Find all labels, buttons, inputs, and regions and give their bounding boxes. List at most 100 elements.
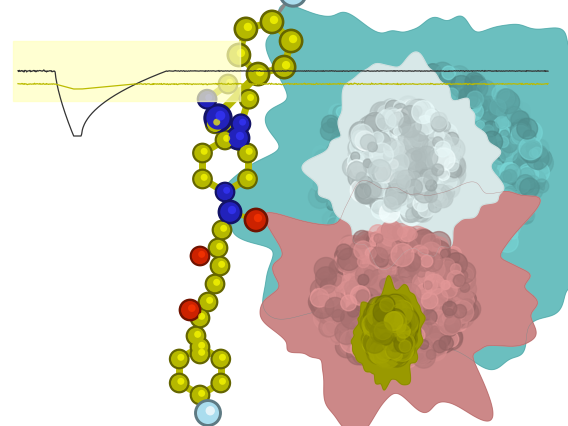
Circle shape xyxy=(371,180,389,198)
Circle shape xyxy=(329,260,345,276)
Circle shape xyxy=(314,121,337,144)
Circle shape xyxy=(395,333,412,350)
Circle shape xyxy=(408,328,421,342)
Circle shape xyxy=(436,137,453,154)
Circle shape xyxy=(458,119,479,141)
Circle shape xyxy=(396,322,408,334)
Circle shape xyxy=(359,186,371,198)
Circle shape xyxy=(416,147,435,166)
Circle shape xyxy=(371,250,382,261)
Circle shape xyxy=(421,253,444,276)
Circle shape xyxy=(352,202,362,213)
Circle shape xyxy=(408,230,417,239)
Circle shape xyxy=(331,130,350,149)
Circle shape xyxy=(352,158,375,181)
Circle shape xyxy=(395,231,406,241)
Circle shape xyxy=(399,342,410,353)
Circle shape xyxy=(323,295,335,306)
Circle shape xyxy=(416,236,432,253)
Circle shape xyxy=(316,267,336,288)
Circle shape xyxy=(375,311,387,323)
Circle shape xyxy=(366,181,384,199)
Circle shape xyxy=(348,132,361,145)
Circle shape xyxy=(382,313,396,327)
Circle shape xyxy=(433,197,454,219)
Circle shape xyxy=(409,199,425,215)
Circle shape xyxy=(371,308,392,330)
Circle shape xyxy=(389,292,413,316)
Circle shape xyxy=(391,338,401,348)
Circle shape xyxy=(409,142,418,151)
Circle shape xyxy=(435,194,448,208)
Circle shape xyxy=(421,294,432,305)
Circle shape xyxy=(453,282,462,291)
Circle shape xyxy=(385,351,394,360)
Point xyxy=(236,49,245,56)
Circle shape xyxy=(434,260,454,280)
Point xyxy=(215,243,224,250)
Circle shape xyxy=(411,237,421,247)
Circle shape xyxy=(374,303,393,322)
Circle shape xyxy=(380,253,389,261)
Circle shape xyxy=(379,179,401,201)
Circle shape xyxy=(436,186,449,199)
Circle shape xyxy=(496,89,515,108)
Circle shape xyxy=(523,144,540,161)
Circle shape xyxy=(389,222,409,242)
Circle shape xyxy=(391,336,412,357)
Circle shape xyxy=(507,179,528,201)
Point xyxy=(220,137,229,144)
Circle shape xyxy=(343,111,358,127)
Circle shape xyxy=(378,132,398,152)
Circle shape xyxy=(401,239,420,259)
Circle shape xyxy=(369,160,391,182)
Circle shape xyxy=(383,352,397,367)
Point xyxy=(217,261,226,268)
Circle shape xyxy=(451,121,466,135)
Circle shape xyxy=(378,313,390,325)
Circle shape xyxy=(402,127,411,136)
Circle shape xyxy=(360,134,376,150)
Circle shape xyxy=(436,81,457,102)
Circle shape xyxy=(346,283,364,302)
Circle shape xyxy=(430,256,445,271)
Circle shape xyxy=(398,176,415,194)
Circle shape xyxy=(454,262,475,283)
Circle shape xyxy=(447,219,462,234)
Circle shape xyxy=(382,332,394,344)
Circle shape xyxy=(394,313,417,336)
Circle shape xyxy=(404,333,424,352)
Circle shape xyxy=(445,211,466,232)
Circle shape xyxy=(390,308,411,329)
Circle shape xyxy=(314,296,337,319)
Circle shape xyxy=(457,233,478,255)
Circle shape xyxy=(386,105,399,118)
Circle shape xyxy=(372,320,392,340)
Circle shape xyxy=(373,342,387,356)
Circle shape xyxy=(416,135,437,157)
Circle shape xyxy=(390,335,402,347)
Circle shape xyxy=(387,293,406,312)
Circle shape xyxy=(381,295,404,318)
Circle shape xyxy=(417,301,433,316)
Circle shape xyxy=(427,122,436,132)
Circle shape xyxy=(377,239,397,259)
Circle shape xyxy=(375,206,388,219)
Circle shape xyxy=(425,135,445,156)
Circle shape xyxy=(417,169,439,191)
Circle shape xyxy=(374,352,386,365)
Circle shape xyxy=(386,331,396,341)
Circle shape xyxy=(398,235,417,254)
Circle shape xyxy=(532,147,542,157)
Circle shape xyxy=(395,329,414,348)
Circle shape xyxy=(367,307,387,326)
Circle shape xyxy=(379,136,389,146)
Circle shape xyxy=(379,203,399,223)
Circle shape xyxy=(406,334,421,350)
Circle shape xyxy=(419,321,440,342)
Circle shape xyxy=(441,124,465,147)
Circle shape xyxy=(375,333,394,351)
Circle shape xyxy=(391,337,414,360)
Circle shape xyxy=(375,311,391,327)
Circle shape xyxy=(370,99,394,123)
